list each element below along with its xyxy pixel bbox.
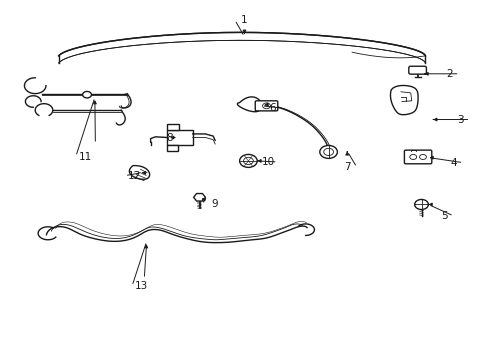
Text: 7: 7 — [343, 162, 350, 172]
Text: 13: 13 — [135, 281, 148, 291]
Circle shape — [319, 145, 337, 158]
Text: 5: 5 — [440, 211, 447, 221]
Text: 12: 12 — [127, 171, 141, 181]
Text: 1: 1 — [241, 15, 247, 25]
Circle shape — [239, 154, 257, 167]
Circle shape — [409, 154, 416, 159]
Polygon shape — [193, 194, 205, 201]
Polygon shape — [237, 97, 261, 112]
Text: 11: 11 — [79, 152, 92, 162]
FancyBboxPatch shape — [167, 124, 179, 130]
FancyBboxPatch shape — [255, 101, 277, 111]
FancyBboxPatch shape — [404, 150, 431, 164]
Circle shape — [82, 91, 91, 98]
Polygon shape — [59, 32, 425, 63]
Polygon shape — [390, 85, 417, 115]
FancyBboxPatch shape — [167, 130, 192, 145]
Text: 8: 8 — [165, 132, 172, 143]
Circle shape — [243, 157, 253, 165]
Text: 2: 2 — [446, 69, 452, 79]
Circle shape — [414, 199, 427, 210]
Text: 6: 6 — [268, 103, 275, 113]
Text: 3: 3 — [456, 114, 463, 125]
Circle shape — [323, 148, 333, 156]
Circle shape — [419, 154, 426, 159]
Text: 9: 9 — [211, 199, 218, 210]
FancyBboxPatch shape — [408, 66, 426, 74]
Circle shape — [262, 103, 270, 109]
Text: 4: 4 — [449, 158, 456, 168]
Polygon shape — [129, 166, 149, 179]
Text: 10: 10 — [261, 157, 274, 167]
FancyBboxPatch shape — [167, 145, 178, 151]
